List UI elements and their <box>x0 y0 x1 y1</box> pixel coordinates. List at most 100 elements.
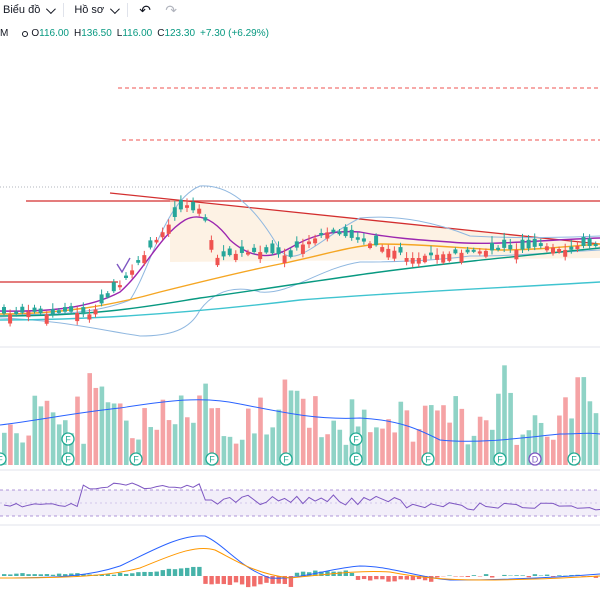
volume-bar <box>404 410 410 465</box>
candle-body <box>587 238 592 246</box>
candle-body <box>319 232 324 236</box>
candle-body <box>20 306 25 313</box>
undo-button[interactable]: ↶ <box>132 0 158 20</box>
high-label: H <box>73 28 82 39</box>
candle-body <box>2 307 6 314</box>
moving-average-long <box>0 247 600 317</box>
macd-bar <box>81 574 86 576</box>
candle-body <box>429 252 433 256</box>
macd-bar <box>2 574 7 576</box>
macd-bar <box>386 576 391 582</box>
macd-bar <box>471 575 477 576</box>
candlestick-series[interactable] <box>2 195 600 327</box>
candle-body <box>307 241 311 245</box>
volume-bar <box>300 398 306 465</box>
macd-histogram[interactable] <box>2 566 600 588</box>
visibility-dot-icon[interactable] <box>22 30 29 37</box>
financial-marker-letter: F <box>353 455 359 465</box>
macd-bar <box>75 573 80 576</box>
moving-average-short <box>0 216 600 312</box>
macd-bar <box>325 571 330 576</box>
macd-bar <box>8 574 13 576</box>
candle-body <box>197 208 202 214</box>
macd-bar <box>246 576 251 588</box>
macd-bar <box>227 576 233 585</box>
volume-bar <box>56 424 62 465</box>
volume-bar <box>520 434 526 465</box>
candle-body <box>331 229 336 233</box>
volume-bar <box>227 436 233 465</box>
volume-bar <box>343 444 349 465</box>
candle-body <box>502 239 507 248</box>
volume-bar <box>154 429 160 465</box>
open-label: O <box>31 28 40 39</box>
volume-bar <box>551 439 556 465</box>
macd-bar <box>435 576 440 578</box>
volume-bar <box>203 383 208 465</box>
profile-menu-button[interactable]: Hồ sơ <box>68 0 123 20</box>
candle-body <box>294 241 299 248</box>
candle-body <box>526 239 531 249</box>
candle-body <box>410 258 415 264</box>
candle-body <box>154 239 159 243</box>
volume-bar <box>294 390 300 465</box>
change-value: +7.30 (+6.29%) <box>200 28 269 39</box>
macd-bar <box>282 576 287 585</box>
candle-body <box>532 238 537 247</box>
candle-body <box>276 247 281 255</box>
candle-body <box>422 255 427 263</box>
volume-bar <box>392 432 397 465</box>
volume-bar <box>99 386 105 465</box>
candle-body <box>191 202 196 211</box>
candle-body <box>349 229 354 238</box>
top-toolbar: Biểu đồ Hồ sơ ↶ ↷ <box>0 0 600 20</box>
redo-button[interactable]: ↷ <box>158 0 184 20</box>
volume-bar <box>380 428 385 465</box>
macd-bar <box>148 571 153 576</box>
macd-bar <box>429 576 434 582</box>
macd-bar <box>410 576 416 581</box>
candle-body <box>203 217 208 221</box>
macd-bar <box>32 574 37 576</box>
candle-body <box>69 306 74 312</box>
financial-marker-icon <box>279 452 293 466</box>
financial-marker-letter: F <box>0 455 3 465</box>
high-value: 136.50 <box>81 28 112 39</box>
macd-bar <box>105 574 111 576</box>
financial-marker-letter: F <box>497 455 503 465</box>
volume-bar <box>32 395 38 465</box>
chart-menu-button[interactable]: Biểu đồ <box>0 0 59 20</box>
candle-body <box>117 285 122 288</box>
volume-bar <box>416 429 422 465</box>
volume-bar <box>502 365 507 465</box>
candle-body <box>325 232 330 239</box>
candle-body <box>435 254 440 260</box>
macd-signal-line <box>0 547 600 581</box>
macd-bar <box>233 576 239 583</box>
macd-bar <box>130 573 135 576</box>
candle-body <box>258 252 263 260</box>
candle-body <box>50 309 55 315</box>
volume-bar <box>124 420 129 465</box>
candle-body <box>514 249 519 260</box>
candle-body <box>172 207 177 217</box>
volume-bar <box>69 433 74 465</box>
volume-bar <box>282 379 288 465</box>
macd-bar <box>178 568 184 576</box>
candle-body <box>563 249 568 257</box>
descending-trendline[interactable] <box>109 192 600 245</box>
volume-bar <box>252 433 257 465</box>
macd-bar <box>197 566 202 576</box>
volume-bar <box>197 395 202 465</box>
volume-bar <box>20 442 25 465</box>
moving-average-very-long <box>0 281 600 321</box>
macd-bar <box>319 571 324 576</box>
volume-bar <box>185 417 190 465</box>
macd-bar <box>520 575 525 576</box>
financial-marker-icon <box>0 452 7 466</box>
candle-body <box>575 246 580 249</box>
event-markers[interactable]: FFFFFFFFFFFD <box>0 432 581 466</box>
volume-bar <box>246 408 251 465</box>
volume-bar <box>368 432 373 465</box>
